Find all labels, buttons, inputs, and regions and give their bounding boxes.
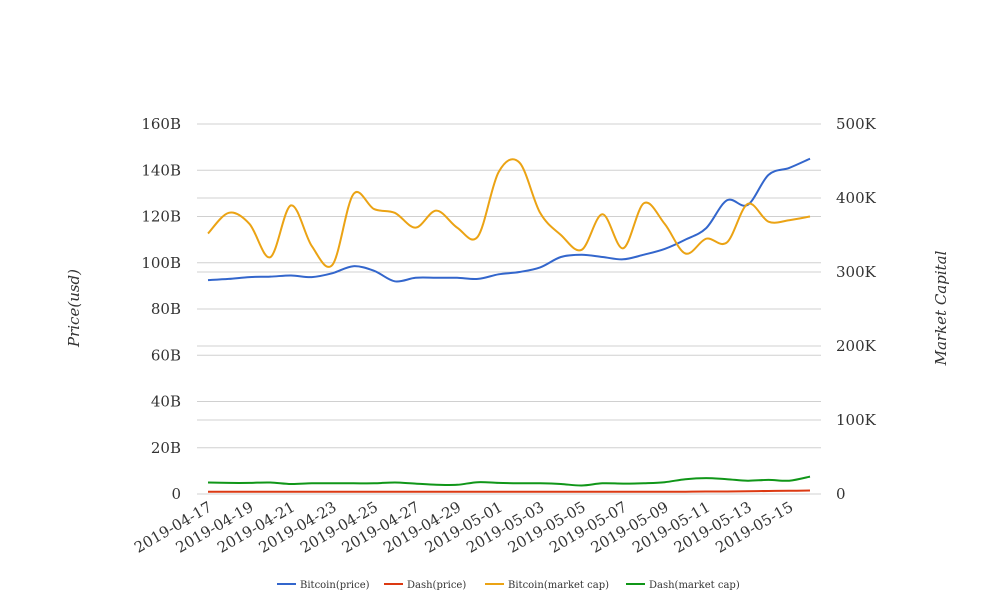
series-line-1	[207, 489, 811, 493]
right-tick-label: 300K	[836, 263, 877, 281]
right-tick-label: 200K	[836, 337, 877, 355]
right-tick-label: 500K	[836, 115, 877, 133]
legend-label: Dash(market cap)	[649, 580, 740, 591]
right-tick-label: 400K	[836, 189, 877, 207]
grid-lines	[197, 123, 821, 495]
left-tick-label: 80B	[151, 300, 181, 318]
legend-label: Dash(price)	[407, 580, 466, 591]
right-tick-label: 0	[836, 485, 846, 503]
series-line-0	[207, 157, 811, 283]
right-axis-ticks: 0 100K 200K 300K 400K 500K	[836, 115, 877, 503]
series-line-2	[207, 158, 811, 268]
left-tick-label: 60B	[151, 346, 181, 364]
left-tick-label: 40B	[151, 393, 181, 411]
series-line-3	[207, 475, 811, 487]
left-axis-title: Price(usd)	[65, 269, 83, 348]
left-tick-label: 160B	[141, 115, 181, 133]
legend-label: Bitcoin(market cap)	[508, 580, 609, 591]
legend: Bitcoin(price) Dash(price) Bitcoin(market …	[277, 580, 740, 591]
left-tick-label: 20B	[151, 439, 181, 457]
left-tick-label: 120B	[141, 208, 181, 226]
left-tick-label: 140B	[141, 161, 181, 179]
series-lines	[207, 157, 811, 493]
legend-label: Bitcoin(price)	[300, 580, 370, 591]
left-tick-label: 100B	[141, 254, 181, 272]
x-axis-ticks: 2019-04-172019-04-192019-04-212019-04-23…	[131, 498, 796, 557]
right-axis-title: Market Capital	[932, 250, 950, 366]
left-tick-label: 0	[171, 485, 181, 503]
right-tick-label: 100K	[836, 411, 877, 429]
left-axis-ticks: 0 20B 40B 60B 80B 100B 120B 140B 160B	[141, 115, 181, 503]
